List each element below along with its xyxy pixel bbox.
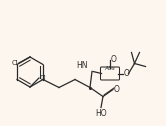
Text: Cl: Cl: [11, 60, 18, 66]
FancyBboxPatch shape: [100, 67, 120, 80]
Text: Abs: Abs: [105, 66, 115, 71]
Text: O: O: [124, 69, 130, 78]
Text: HO: HO: [95, 108, 107, 118]
Text: HN: HN: [77, 61, 88, 71]
Text: Cl: Cl: [40, 75, 47, 81]
Text: O: O: [114, 85, 120, 94]
Text: O: O: [111, 55, 117, 65]
